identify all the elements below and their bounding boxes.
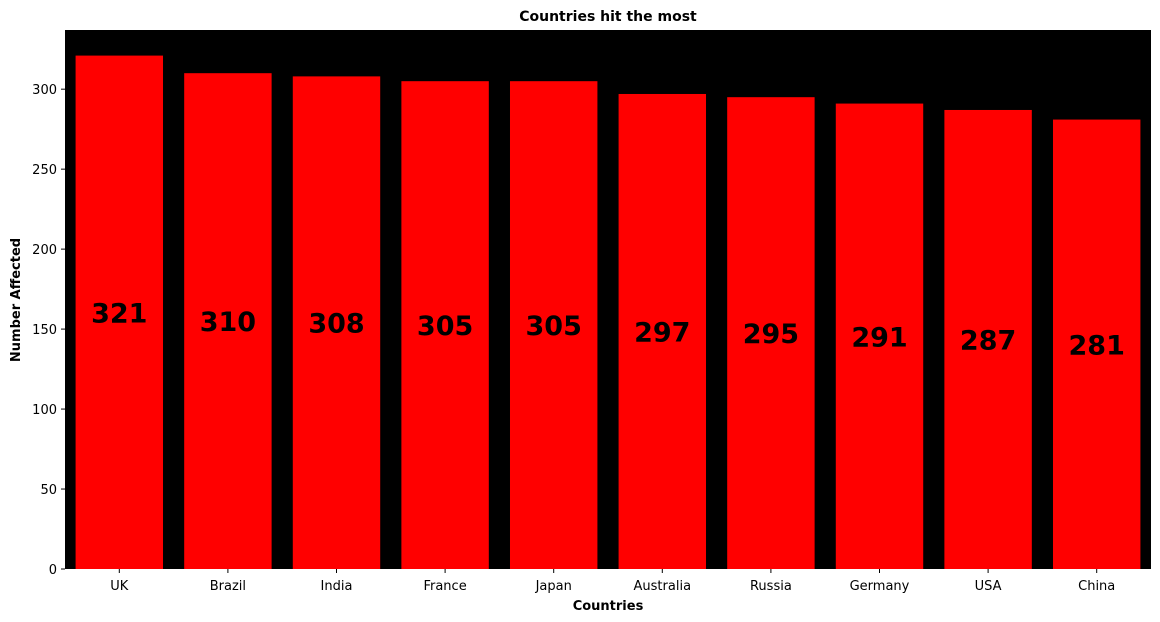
bar-japan [509, 81, 598, 570]
x-axis-label: Countries [573, 599, 644, 614]
bar-value-label: 297 [634, 317, 690, 348]
x-tick-label: Russia [750, 579, 792, 594]
bar-france [401, 81, 489, 570]
x-tick-label: China [1078, 579, 1115, 594]
bar-value-label: 281 [1069, 330, 1125, 361]
bar-value-label: 321 [91, 298, 147, 329]
bar-germany [835, 103, 924, 570]
bar-value-label: 310 [200, 307, 256, 338]
bar-usa [944, 109, 1032, 569]
y-tick-label: 0 [49, 563, 57, 578]
x-tick-label: Australia [634, 579, 692, 594]
y-tick-label: 50 [40, 483, 57, 498]
x-tick-label: UK [110, 579, 129, 594]
bar-value-label: 295 [743, 319, 799, 350]
y-tick-label: 150 [32, 323, 57, 338]
x-tick-label: India [321, 579, 353, 594]
bar-china [1052, 119, 1141, 569]
bar-value-label: 287 [960, 325, 1016, 356]
bar-value-label: 305 [417, 311, 473, 342]
x-axis: UK Brazil India France Japan Australia Russia G… [110, 569, 1115, 594]
bar-russia [727, 97, 815, 569]
x-tick-label: Germany [850, 579, 910, 594]
y-tick-label: 300 [32, 83, 57, 98]
bar-value-label: 308 [308, 309, 364, 340]
x-tick-label: USA [975, 579, 1002, 594]
x-tick-label: Brazil [210, 579, 246, 594]
bar-value-label: 291 [851, 322, 907, 353]
bar-brazil [184, 73, 272, 570]
bar-uk [75, 55, 164, 569]
bars-layer [75, 55, 1141, 570]
x-tick-label: France [423, 579, 466, 594]
y-tick-label: 100 [32, 403, 57, 418]
bar-australia [618, 93, 707, 569]
bar-labels-layer: 321 310 308 305 305 297 295 291 287 281 [91, 298, 1125, 361]
y-axis-label: Number Affected [9, 238, 24, 362]
bar-value-label: 305 [526, 311, 582, 342]
y-tick-label: 200 [32, 243, 57, 258]
y-axis: 0 50 100 150 200 250 300 [32, 83, 65, 578]
x-tick-label: Japan [535, 579, 572, 594]
chart-title: Countries hit the most [519, 9, 697, 25]
y-tick-label: 250 [32, 163, 57, 178]
bar-india [292, 76, 381, 570]
